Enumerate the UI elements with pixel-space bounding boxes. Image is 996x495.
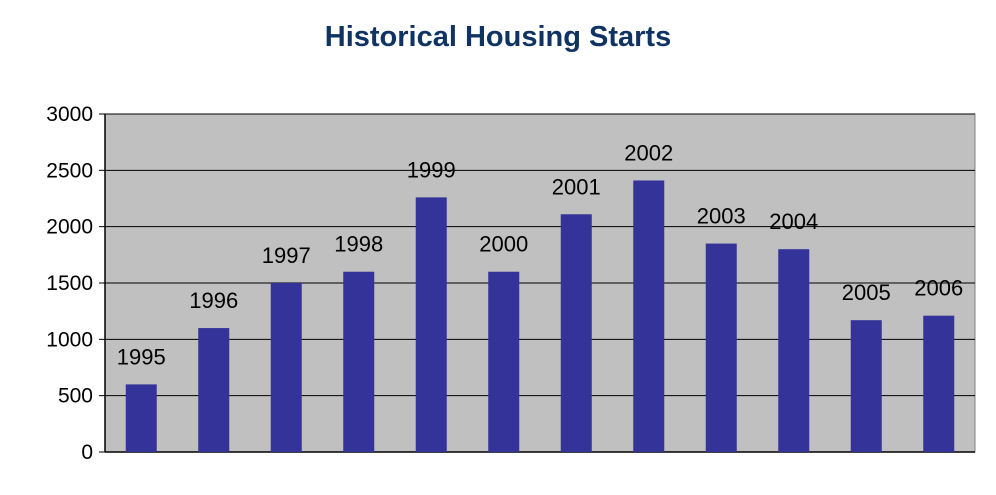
bar-2001 [560,214,592,452]
y-tick-label: 1500 [46,272,93,295]
bar-2000 [488,271,520,452]
y-tick-label: 500 [58,385,93,408]
bar-1999 [415,197,447,452]
bars [125,180,955,452]
bar-label: 1995 [117,344,166,369]
y-tick-label: 1000 [46,328,93,351]
bar-label: 1998 [334,232,383,257]
y-axis-ticks: 0 500 1000 1500 2000 2500 3000 [46,103,105,464]
bar-label: 2005 [842,280,891,305]
bar-1997 [270,283,302,452]
bar-2006 [923,315,955,452]
y-tick-label: 2500 [46,159,93,182]
bar-labels: 1995 1996 1997 1998 1999 2000 2001 2002 2003 2004… [117,140,963,369]
bar-2004 [778,249,810,452]
bar-label: 2006 [914,276,963,301]
bar-1995 [125,384,157,452]
y-tick-label: 3000 [46,103,93,126]
bar-label: 2000 [479,232,528,257]
bar-2005 [850,320,882,452]
y-tick-label: 2000 [46,216,93,239]
bar-label: 2004 [769,209,818,234]
y-tick-label: 0 [81,441,93,464]
bar-label: 1999 [407,157,456,182]
bar-label: 2003 [697,204,746,229]
bar-label: 2001 [552,174,601,199]
bar-label: 1996 [189,288,238,313]
chart-title: Historical Housing Starts [325,21,671,53]
bar-1998 [343,271,375,452]
bar-2003 [705,243,737,452]
bar-2002 [633,180,665,452]
bar-label: 2002 [624,140,673,165]
bar-1996 [198,328,230,452]
gridlines [105,113,975,397]
bar-label: 1997 [262,243,311,268]
